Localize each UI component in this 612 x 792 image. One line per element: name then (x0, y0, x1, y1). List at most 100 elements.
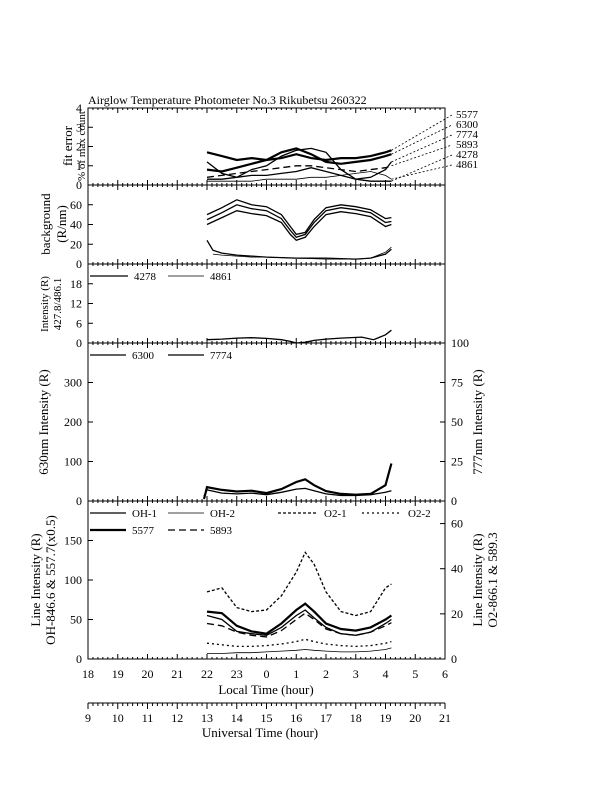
ut-xlabel: Universal Time (hour) (202, 725, 318, 740)
legend-label: OH-1 (132, 508, 157, 520)
leader-line (391, 134, 453, 163)
y-tick-label: 150 (64, 534, 82, 548)
chart-title: Airglow Temperature Photometer No.3 Riku… (88, 93, 367, 107)
y-tick-label: 100 (64, 455, 82, 469)
legend-label: 5893 (210, 525, 233, 537)
y-tick-label-right: 100 (451, 336, 469, 350)
local-time-tick-label: 5 (412, 667, 418, 681)
series-line-bg-2 (206, 204, 392, 239)
fit-error-series-label: 5577 (456, 109, 479, 121)
series-line-O2-1 (206, 551, 392, 617)
fit-error-ylabel-1: fit error (60, 125, 75, 166)
y-tick-label-right: 0 (451, 652, 457, 666)
line-intensity-ylabel-left-1: Line Intensity (R) (28, 533, 43, 626)
panel-fit-error-frame (87, 107, 446, 186)
fit-error-series-label: 4861 (456, 159, 478, 171)
local-time-tick-label: 1 (293, 667, 299, 681)
series-line-4278 (207, 167, 392, 182)
local-time-tick-label: 21 (171, 667, 183, 681)
y-tick-label: 200 (64, 415, 82, 429)
local-time-tick-label: 0 (264, 667, 270, 681)
ut-tick-label: 18 (350, 711, 362, 725)
y-tick-label: 0 (76, 336, 82, 350)
line-intensity-ylabel-left-2: OH-846.6 & 557.7(x0.5) (43, 515, 58, 645)
ut-tick-label: 17 (320, 711, 332, 725)
series-line-6300 (202, 463, 393, 500)
y-tick-label: 18 (70, 277, 82, 291)
y-tick-label: 3 (76, 120, 82, 134)
red-line-ylabel-right: 777nm Intensity (R) (470, 369, 485, 474)
local-time-tick-label: 22 (201, 667, 213, 681)
y-tick-label-right: 20 (451, 607, 463, 621)
y-tick-label-right: 40 (451, 562, 463, 576)
legend-label: 7774 (210, 350, 233, 362)
series-line-5577 (206, 149, 392, 162)
ut-tick-label: 14 (231, 711, 243, 725)
y-tick-label-right: 50 (451, 415, 463, 429)
y-tick-label: 4 (76, 101, 82, 115)
y-tick-label-right: 25 (451, 455, 463, 469)
y-tick-label: 20 (70, 237, 82, 251)
y-tick-label: 0 (76, 652, 82, 666)
local-time-tick-label: 6 (442, 667, 448, 681)
ut-tick-label: 21 (439, 711, 451, 725)
series-line-bg-5 (212, 246, 392, 260)
y-tick-label: 300 (64, 376, 82, 390)
series-line-5577 (206, 602, 393, 635)
ratio-ylabel-2: 427.8/486.1 (52, 278, 64, 331)
legend-label: O2-1 (324, 508, 347, 520)
fit-error-series-label: 4278 (456, 149, 479, 161)
legend-label: 5577 (132, 525, 155, 537)
leader-line (391, 114, 453, 151)
line-intensity-ylabel-right-1: Line Intensity (R) (470, 533, 485, 626)
local-time-tick-label: 4 (383, 667, 389, 681)
background-ylabel-2: (R/nm) (54, 205, 69, 243)
ut-tick-label: 13 (201, 711, 213, 725)
series-line-OH-2 (207, 647, 392, 654)
leader-line (391, 144, 453, 167)
leader-line (391, 164, 453, 180)
series-line-OH-1 (206, 609, 392, 636)
leader-line (391, 154, 453, 182)
ut-tick-label: 20 (409, 711, 421, 725)
ut-tick-label: 9 (85, 711, 91, 725)
y-tick-label-right: 60 (451, 517, 463, 531)
ut-tick-label: 12 (171, 711, 183, 725)
series-line-ratio (206, 329, 392, 344)
series-line-O2-2 (206, 638, 392, 648)
ut-tick-label: 11 (142, 711, 154, 725)
background-ylabel-1: background (38, 193, 53, 255)
legend-label: 4278 (134, 271, 157, 283)
y-tick-label: 60 (70, 198, 82, 212)
legend-label: 6300 (132, 350, 155, 362)
local-time-xlabel: Local Time (hour) (218, 682, 313, 697)
y-tick-label: 12 (70, 297, 82, 311)
local-time-tick-label: 3 (353, 667, 359, 681)
ut-tick-label: 16 (290, 711, 302, 725)
y-tick-label: 1 (76, 159, 82, 173)
y-tick-label: 0 (76, 494, 82, 508)
series-line-bg-1 (206, 199, 392, 236)
leader-line (391, 124, 453, 155)
panel-background-frame (87, 184, 446, 265)
y-tick-label: 2 (76, 140, 82, 154)
legend-label: O2-2 (408, 508, 431, 520)
series-line-bg-3 (206, 210, 392, 242)
y-tick-label-right: 0 (451, 494, 457, 508)
series-line-7774 (206, 147, 392, 180)
fit-error-series-label: 7774 (456, 129, 479, 141)
y-tick-label: 0 (76, 257, 82, 271)
local-time-tick-label: 23 (231, 667, 243, 681)
series-line-7774 (203, 487, 392, 497)
red-line-ylabel-left: 630nm Intensity (R) (36, 369, 51, 474)
chart-marks-group: 18 19 20 21 22 23 0 1 2 3 4 5 69 10 11 12 13 14 15 16 17 18 19… (64, 101, 479, 725)
local-time-tick-label: 18 (82, 667, 94, 681)
local-time-tick-label: 2 (323, 667, 329, 681)
panel-red-line-frame (87, 342, 446, 502)
y-tick-label: 6 (76, 316, 82, 330)
legend-label: 4861 (210, 271, 232, 283)
y-tick-label-right: 75 (451, 376, 463, 390)
series-line-4861 (207, 171, 392, 182)
local-time-tick-label: 19 (112, 667, 124, 681)
